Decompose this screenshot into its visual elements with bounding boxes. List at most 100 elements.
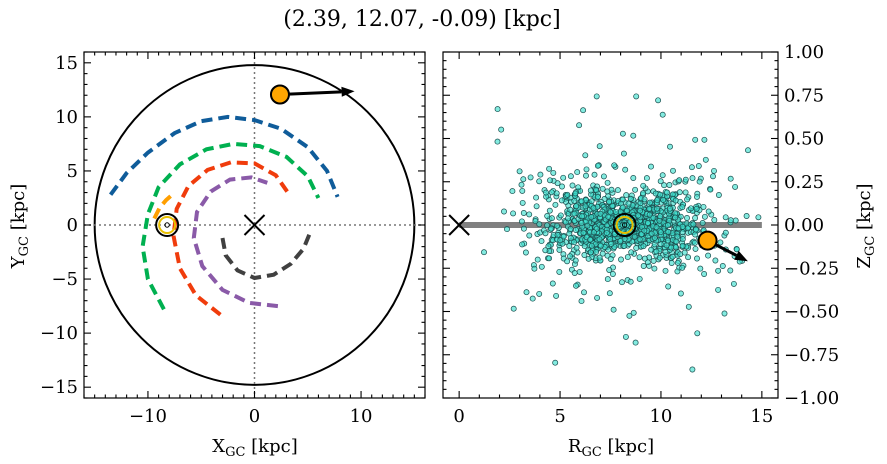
star-point [572,190,579,197]
star-point [700,203,707,210]
gc-cross-stroke [448,214,470,236]
star-point [732,183,739,190]
y-tick-label: 0.75 [784,85,824,106]
left-x-tick-labels: −10 0 10 [129,406,373,427]
star-point [623,192,630,199]
star-point [606,267,613,273]
star-point [520,176,527,183]
star-point [560,174,567,181]
star-point [695,163,702,169]
star-point [628,249,635,256]
star-point [692,231,699,238]
star-point [732,217,739,224]
y-tick-label: −0.50 [784,302,839,323]
star-point [587,187,594,194]
star-point [701,271,708,277]
star-point [657,191,664,198]
star-point [582,152,589,159]
sun-outer-ring [155,213,180,237]
star-point [641,227,648,234]
star-point [552,359,559,366]
star-point [567,173,574,180]
star-point [599,250,606,257]
star-point [653,224,660,231]
star-point [554,222,560,229]
star-point [711,217,718,223]
star-point [689,175,696,182]
star-point [501,208,507,215]
star-point [548,215,555,222]
star-point [583,172,589,179]
star-point [596,254,603,261]
star-point [600,173,607,180]
star-point [644,220,651,226]
galactic-center-marker-rz [448,214,470,236]
x-tick-label: 0 [249,406,260,427]
y-tick-label: 0.50 [784,129,824,150]
velocity-arrow-shaft [279,90,342,96]
star-point [553,190,560,197]
right-y-tick-labels: −1.00 −0.75 −0.50 −0.25 0.00 0.25 0.50 0.75 1.00 [784,42,839,409]
star-point [578,298,585,305]
right-y-axis-label: ZGC [kpc] [854,183,878,268]
star-point [590,229,597,236]
star-point [654,197,661,204]
star-point [565,215,571,222]
star-point [632,339,639,346]
star-point [672,214,679,221]
star-point [722,214,729,221]
star-point [679,204,686,211]
star-point [693,226,699,233]
star-point [627,195,634,202]
star-point [640,190,646,197]
y-tick-label: 1.00 [784,42,824,63]
star-point [571,197,578,204]
star-point [504,226,510,233]
star-point [640,243,647,250]
star-point [573,282,579,289]
star-point [622,333,629,340]
star-point [608,240,615,247]
right-x-tick-labels: 0 5 10 15 [453,406,773,427]
star-point [715,192,722,198]
star-point [536,178,543,185]
star-point [544,222,551,229]
star-point [640,182,647,189]
star-point [619,279,625,286]
star-point [594,162,601,169]
star-point [635,212,642,219]
velocity-arrow-head [734,250,748,262]
right-panel: 0 5 10 15 −1.00 −0.75 −0.50 −0.25 0.00 0.25 0.50 0… [442,42,878,460]
star-point [711,167,717,174]
star-point [670,167,676,174]
star-point [519,199,526,206]
star-point [684,215,690,221]
y-tick-label: 0 [67,215,78,236]
star-point [653,248,660,255]
star-point [557,237,564,244]
y-tick-label: −0.75 [784,345,839,366]
star-point [676,177,683,184]
star-point [588,214,595,221]
star-point [661,182,668,189]
star-point [690,221,697,228]
star-point [549,280,556,287]
star-point [607,256,614,262]
star-point [597,242,604,249]
star-point [657,229,664,236]
star-point [694,330,701,337]
star-point [618,256,624,263]
star-point [606,290,613,297]
star-point [677,290,684,297]
star-point [685,254,692,261]
star-point [625,200,632,207]
sun-inner-ring [615,216,634,234]
star-point [560,233,567,240]
star-point [587,236,594,243]
star-point [707,186,714,193]
left-panel: −10 0 10 −15 −10 −5 0 5 10 15 XGC [kpc] YGC [kpc… [8,51,426,460]
y-tick-label: 0.25 [784,172,824,193]
star-point [553,292,560,299]
star-point [665,228,672,235]
